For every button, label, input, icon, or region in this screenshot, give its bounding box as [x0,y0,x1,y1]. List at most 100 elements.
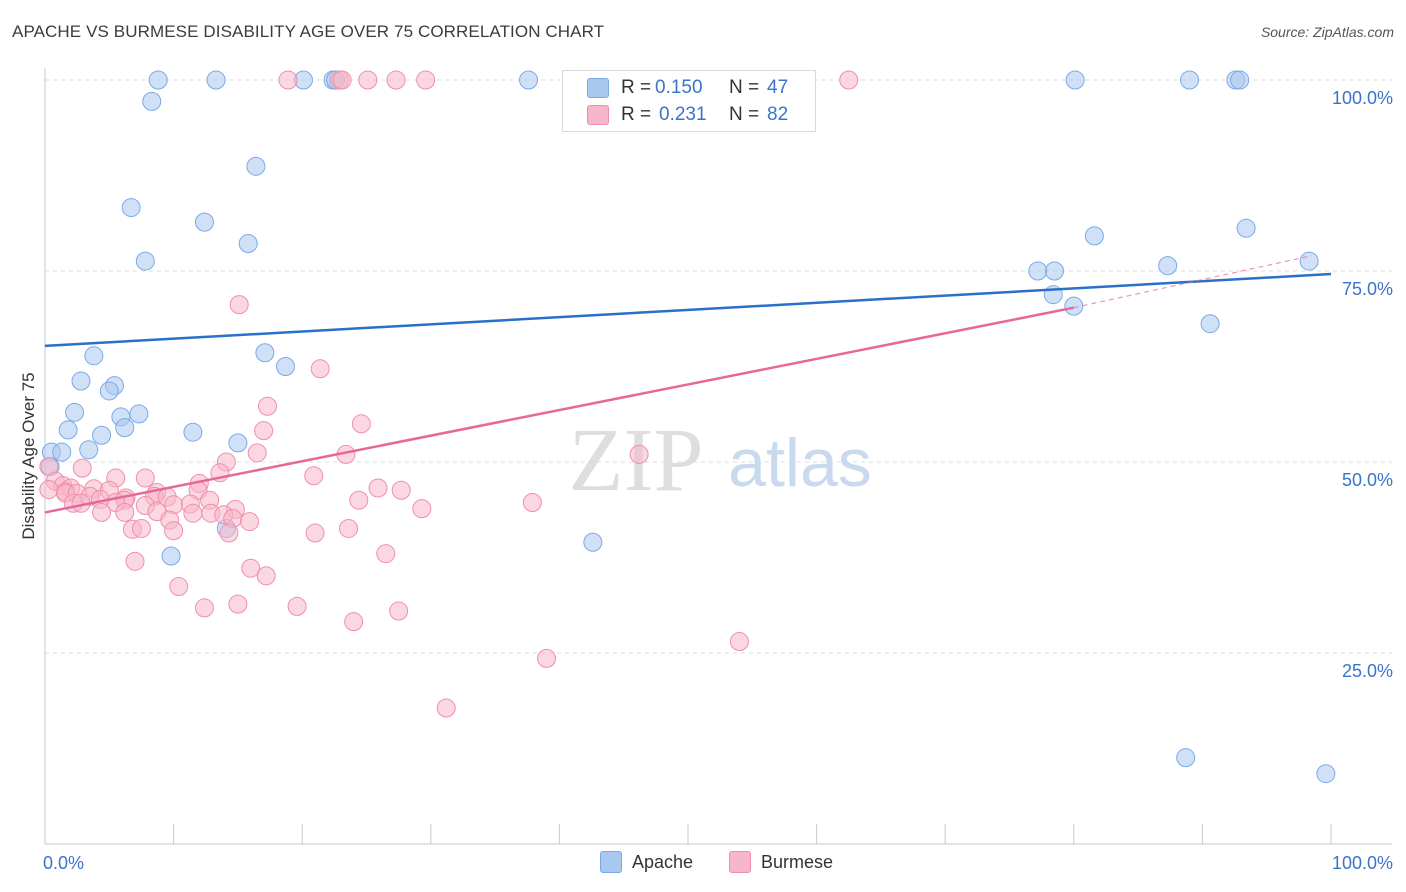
burmese-point-9 [257,396,277,416]
apache-point-46 [1176,748,1196,768]
apache-point-23 [1064,296,1084,316]
burmese-point-78 [729,632,749,652]
legend-row-burmese: R = 0.231 N = 82 [563,102,815,128]
burmese-point-12 [247,443,267,463]
burmese-point-17 [72,458,92,478]
burmese-legend-swatch [729,851,751,873]
apache-point-35 [58,420,78,440]
burmese-point-67 [338,518,358,538]
apache-point-45 [583,532,603,552]
burmese-point-65 [219,523,239,543]
burmese-n-label: N = [729,104,760,125]
apache-point-17 [1236,218,1256,238]
apache-point-0 [148,70,168,90]
apache-point-9 [1230,70,1250,90]
apache-r-label: R = [621,77,652,98]
burmese-point-2 [332,70,352,90]
burmese-point-52 [412,499,432,519]
burmese-point-71 [256,566,276,586]
burmese-n-value: 82 [767,104,789,125]
burmese-point-21 [135,468,155,488]
y-tick-label-2: 75.0% [1342,279,1393,299]
apache-point-14 [238,233,258,253]
apache-point-18 [1299,251,1319,271]
burmese-point-0 [278,70,298,90]
apache-point-41 [79,440,99,460]
burmese-trend-line [44,306,1075,514]
burmese-point-77 [389,601,409,621]
y-axis-label: Disability Age Over 75 [19,372,38,539]
apache-point-16 [1084,226,1104,246]
apache-point-10 [142,91,162,111]
apache-n-value: 47 [767,77,789,98]
x-tick-label-1: 100.0% [1332,853,1393,873]
burmese-point-7 [229,295,249,315]
burmese-trend-extension [1073,255,1312,309]
burmese-point-55 [183,503,203,523]
apache-trend-line [44,272,1332,348]
burmese-point-70 [241,558,261,578]
bottom-legend-apache: Apache [600,851,693,873]
apache-point-32 [129,404,149,424]
apache-point-24 [1200,314,1220,334]
burmese-point-69 [125,551,145,571]
apache-point-25 [255,343,275,363]
apache-point-5 [519,70,539,90]
apache-point-21 [1158,256,1178,276]
apache-point-7 [1180,70,1200,90]
legend-row-apache: R = 0.150 N = 47 [563,75,815,101]
apache-point-28 [71,371,91,391]
burmese-point-5 [416,70,436,90]
apache-point-47 [1316,764,1336,784]
apache-point-26 [84,346,104,366]
apache-point-11 [246,156,266,176]
apache-point-27 [275,357,295,376]
apache-point-12 [121,198,141,218]
bottom-legend-burmese: Burmese [729,851,833,873]
burmese-point-3 [358,70,378,90]
burmese-point-54 [115,502,135,522]
apache-point-6 [1065,70,1085,90]
y-tick-label-3: 100.0% [1332,88,1393,108]
burmese-point-6 [839,70,859,90]
apache-point-38 [228,433,248,453]
apache-point-37 [92,425,112,445]
watermark-atlas: atlas [728,425,872,501]
burmese-point-79 [537,648,557,668]
burmese-point-10 [351,414,371,434]
burmese-point-80 [436,698,456,718]
correlation-legend: R = 0.150 N = 47 R = 0.231 N = 82 [562,70,816,132]
burmese-point-51 [522,492,542,512]
apache-point-30 [99,381,119,401]
burmese-point-72 [169,577,189,597]
apache-point-40 [52,442,72,462]
apache-n-label: N = [729,77,760,98]
apache-legend-label: Apache [632,851,694,872]
burmese-point-73 [194,598,214,618]
burmese-point-75 [287,596,307,616]
burmese-point-4 [386,70,406,90]
apache-legend-swatch [600,851,622,873]
chart-title: APACHE VS BURMESE DISABILITY AGE OVER 75… [12,22,605,41]
burmese-point-76 [344,612,364,632]
apache-point-34 [115,418,135,438]
burmese-point-68 [376,544,396,564]
apache-swatch [587,78,609,98]
y-tick-label-0: 25.0% [1342,661,1393,681]
apache-r-value: 0.150 [655,77,703,98]
burmese-r-label: R = [621,104,652,125]
burmese-point-11 [254,421,274,441]
apache-point-31 [65,402,85,422]
burmese-point-61 [239,512,259,532]
apache-point-20 [1045,261,1065,281]
burmese-swatch [587,105,609,125]
burmese-point-29 [39,480,59,500]
y-tick-label-1: 50.0% [1342,470,1393,490]
burmese-point-66 [305,523,325,543]
apache-point-19 [1028,261,1048,281]
apache-point-36 [183,422,203,442]
burmese-point-14 [629,444,649,464]
apache-point-44 [161,546,181,566]
burmese-point-28 [391,480,411,500]
